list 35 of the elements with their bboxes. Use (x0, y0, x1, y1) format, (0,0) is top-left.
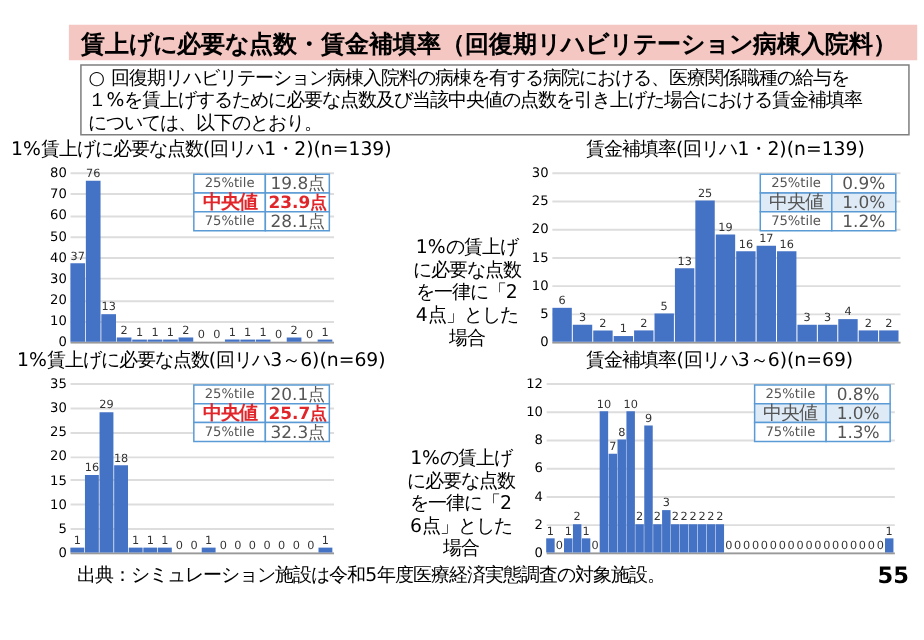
text: 55 (877, 562, 910, 589)
chart-title: 賃金補填率(回リハ1・2)(n=139) (586, 139, 865, 162)
text: 1%の賃上げに必要な点数を一律に「26点」とした場合 (407, 448, 516, 561)
bar (572, 524, 582, 553)
bar (679, 524, 689, 553)
text: 1%の賃上げに必要な点数を一律に「24点」とした場合 (412, 237, 521, 350)
bar (688, 524, 698, 553)
annotation: 1.2% (842, 210, 886, 231)
bar (599, 411, 609, 553)
bar (706, 524, 716, 553)
annotation: 0.8% (836, 384, 880, 405)
bar (697, 524, 707, 553)
chart-title: 1%賃上げに必要な点数(回リハ1・2)(n=139) (11, 139, 392, 162)
annotation: 19.8点 (270, 173, 325, 194)
annotation: 中央値 (202, 402, 257, 425)
annotation: 1.0% (836, 402, 880, 423)
bar (546, 538, 555, 553)
text: 賃上げに必要な点数・賃金補填率（回復期リハビリテーション病棟入院料） (78, 29, 897, 58)
annotation: 1.0% (842, 192, 886, 213)
annotation: 32.3点 (270, 421, 325, 442)
annotation: 中央値 (769, 192, 824, 215)
annotation: 20.1点 (270, 384, 325, 405)
annotation: 0.9% (842, 173, 886, 194)
chart-title: 1%賃上げに必要な点数(回リハ3～6)(n=69) (17, 350, 386, 373)
text: ○ 回復期リハビリテーション病棟入院料の病棟を有する病院における、医療関係職種の給与を１%を賃上げするために必要な点数及び当該中央値の点数を引き上げた場合における賃金補填率については、以下のとおり。 (88, 67, 863, 136)
annotation: 1.3% (836, 421, 880, 442)
annotation: 28.1点 (270, 210, 325, 231)
annotation: 23.9点 (268, 192, 327, 213)
bar (884, 538, 894, 553)
annotation: 25.7点 (268, 402, 327, 423)
annotation: 中央値 (202, 192, 257, 215)
annotation: 中央値 (763, 402, 818, 425)
chart-title: 賃金補填率(回リハ3～6)(n=69) (586, 350, 854, 373)
bar (715, 524, 725, 553)
source-note: 出典：シミュレーション施設は令和5年度医療経済実態調査の対象施設。 (77, 564, 666, 587)
